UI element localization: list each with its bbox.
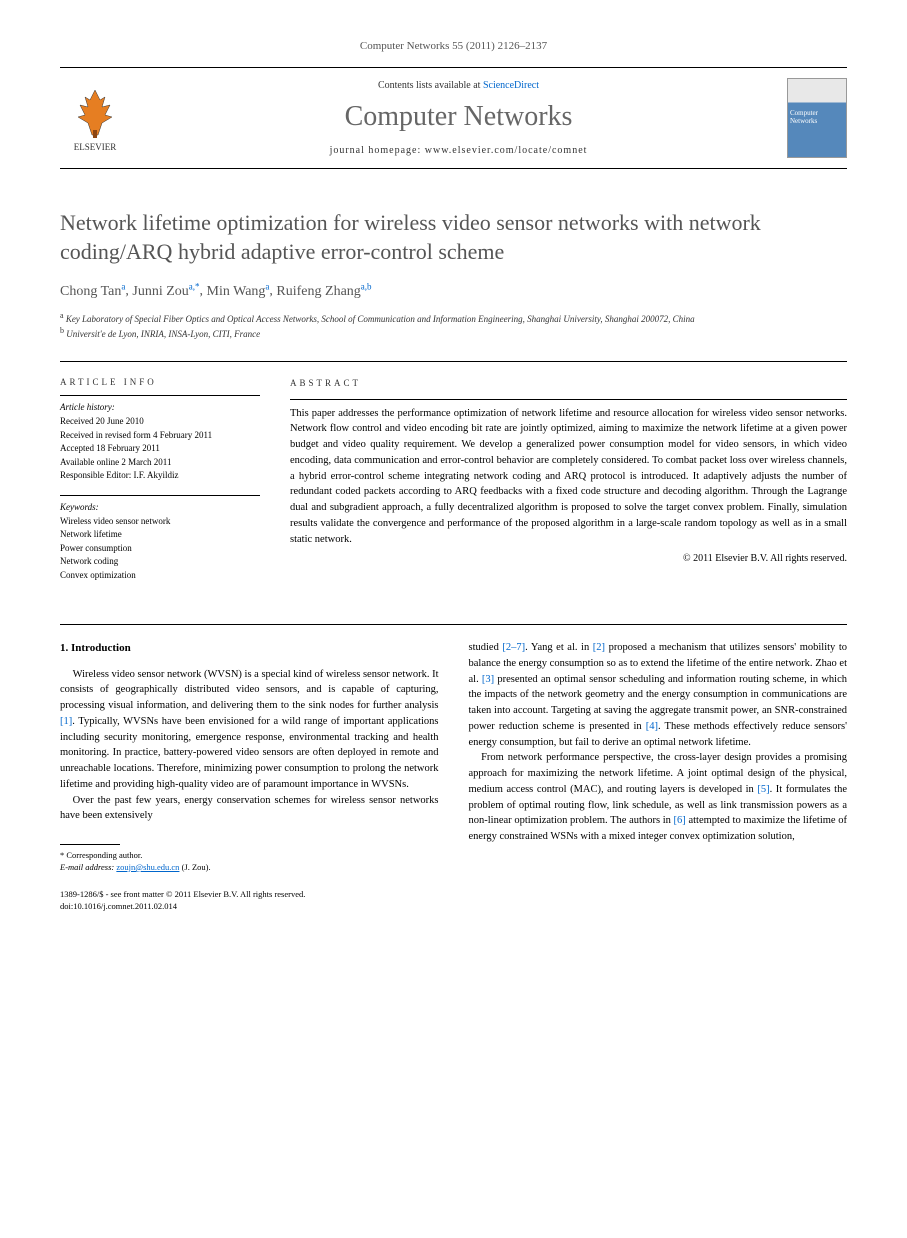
keyword: Network lifetime: [60, 528, 260, 542]
article-info: ARTICLE INFO Article history: Received 2…: [60, 377, 260, 594]
footer-info: 1389-1286/$ - see front matter © 2011 El…: [60, 889, 439, 913]
divider: [60, 361, 847, 362]
history-line: Received 20 June 2010: [60, 415, 260, 429]
abstract-heading: ABSTRACT: [290, 377, 847, 391]
body-columns: 1. Introduction Wireless video sensor ne…: [60, 640, 847, 913]
corresponding-label: * Corresponding author.: [60, 850, 439, 862]
email-label: E-mail address:: [60, 862, 116, 872]
divider: [60, 624, 847, 625]
info-abstract-row: ARTICLE INFO Article history: Received 2…: [60, 377, 847, 594]
affiliation-a: a Key Laboratory of Special Fiber Optics…: [60, 310, 847, 326]
authors-list: Chong Tana, Junni Zoua,*, Min Wanga, Rui…: [60, 281, 847, 300]
email-link[interactable]: zoujn@shu.edu.cn: [116, 862, 179, 872]
front-matter-line: 1389-1286/$ - see front matter © 2011 El…: [60, 889, 439, 901]
footnote-separator: [60, 844, 120, 845]
journal-name: Computer Networks: [130, 101, 787, 133]
article-title: Network lifetime optimization for wirele…: [60, 209, 847, 266]
affiliation-b: b Universit'e de Lyon, INRIA, INSA-Lyon,…: [60, 325, 847, 341]
keywords-block: Keywords: Wireless video sensor network …: [60, 495, 260, 583]
masthead-center: Contents lists available at ScienceDirec…: [130, 80, 787, 156]
author-2: Junni Zoua,*: [132, 284, 199, 299]
history-line: Responsible Editor: I.F. Akyildiz: [60, 469, 260, 483]
paragraph: From network performance perspective, th…: [469, 750, 848, 845]
elsevier-tree-icon: [70, 85, 120, 140]
author-4: Ruifeng Zhanga,b: [276, 284, 371, 299]
cover-thumb-label: Computer Networks: [788, 107, 846, 127]
sciencedirect-link[interactable]: ScienceDirect: [483, 80, 539, 91]
homepage-url: www.elsevier.com/locate/comnet: [425, 145, 588, 156]
doi-line: doi:10.1016/j.comnet.2011.02.014: [60, 901, 439, 913]
keyword: Convex optimization: [60, 569, 260, 583]
abstract-body: This paper addresses the performance opt…: [290, 399, 847, 567]
abstract: ABSTRACT This paper addresses the perfor…: [290, 377, 847, 594]
history-label: Article history:: [60, 402, 260, 412]
contents-line: Contents lists available at ScienceDirec…: [130, 80, 787, 91]
article-info-heading: ARTICLE INFO: [60, 377, 260, 387]
abstract-text: This paper addresses the performance opt…: [290, 408, 847, 545]
paragraph: Over the past few years, energy conserva…: [60, 793, 439, 825]
masthead: ELSEVIER Contents lists available at Sci…: [60, 67, 847, 169]
keywords-label: Keywords:: [60, 502, 260, 512]
article-history-block: Article history: Received 20 June 2010 R…: [60, 395, 260, 483]
header-citation: Computer Networks 55 (2011) 2126–2137: [60, 40, 847, 52]
right-column: studied [2–7]. Yang et al. in [2] propos…: [469, 640, 848, 913]
homepage-line: journal homepage: www.elsevier.com/locat…: [130, 145, 787, 156]
journal-cover-thumbnail: Computer Networks: [787, 78, 847, 158]
email-suffix: (J. Zou).: [179, 862, 210, 872]
left-column: 1. Introduction Wireless video sensor ne…: [60, 640, 439, 913]
section-heading-intro: 1. Introduction: [60, 640, 439, 657]
corresponding-footnote: * Corresponding author. E-mail address: …: [60, 850, 439, 874]
keyword: Wireless video sensor network: [60, 515, 260, 529]
publisher-name: ELSEVIER: [74, 142, 117, 152]
affiliations: a Key Laboratory of Special Fiber Optics…: [60, 310, 847, 341]
keyword: Power consumption: [60, 542, 260, 556]
author-1: Chong Tana: [60, 284, 125, 299]
history-line: Received in revised form 4 February 2011: [60, 429, 260, 443]
copyright-line: © 2011 Elsevier B.V. All rights reserved…: [290, 551, 847, 566]
author-3: Min Wanga: [207, 284, 270, 299]
homepage-label: journal homepage:: [330, 145, 425, 156]
history-line: Available online 2 March 2011: [60, 456, 260, 470]
paragraph: studied [2–7]. Yang et al. in [2] propos…: [469, 640, 848, 750]
contents-prefix: Contents lists available at: [378, 80, 483, 91]
email-line: E-mail address: zoujn@shu.edu.cn (J. Zou…: [60, 862, 439, 874]
keyword: Network coding: [60, 555, 260, 569]
history-line: Accepted 18 February 2011: [60, 442, 260, 456]
paragraph: Wireless video sensor network (WVSN) is …: [60, 667, 439, 793]
publisher-logo: ELSEVIER: [60, 78, 130, 158]
